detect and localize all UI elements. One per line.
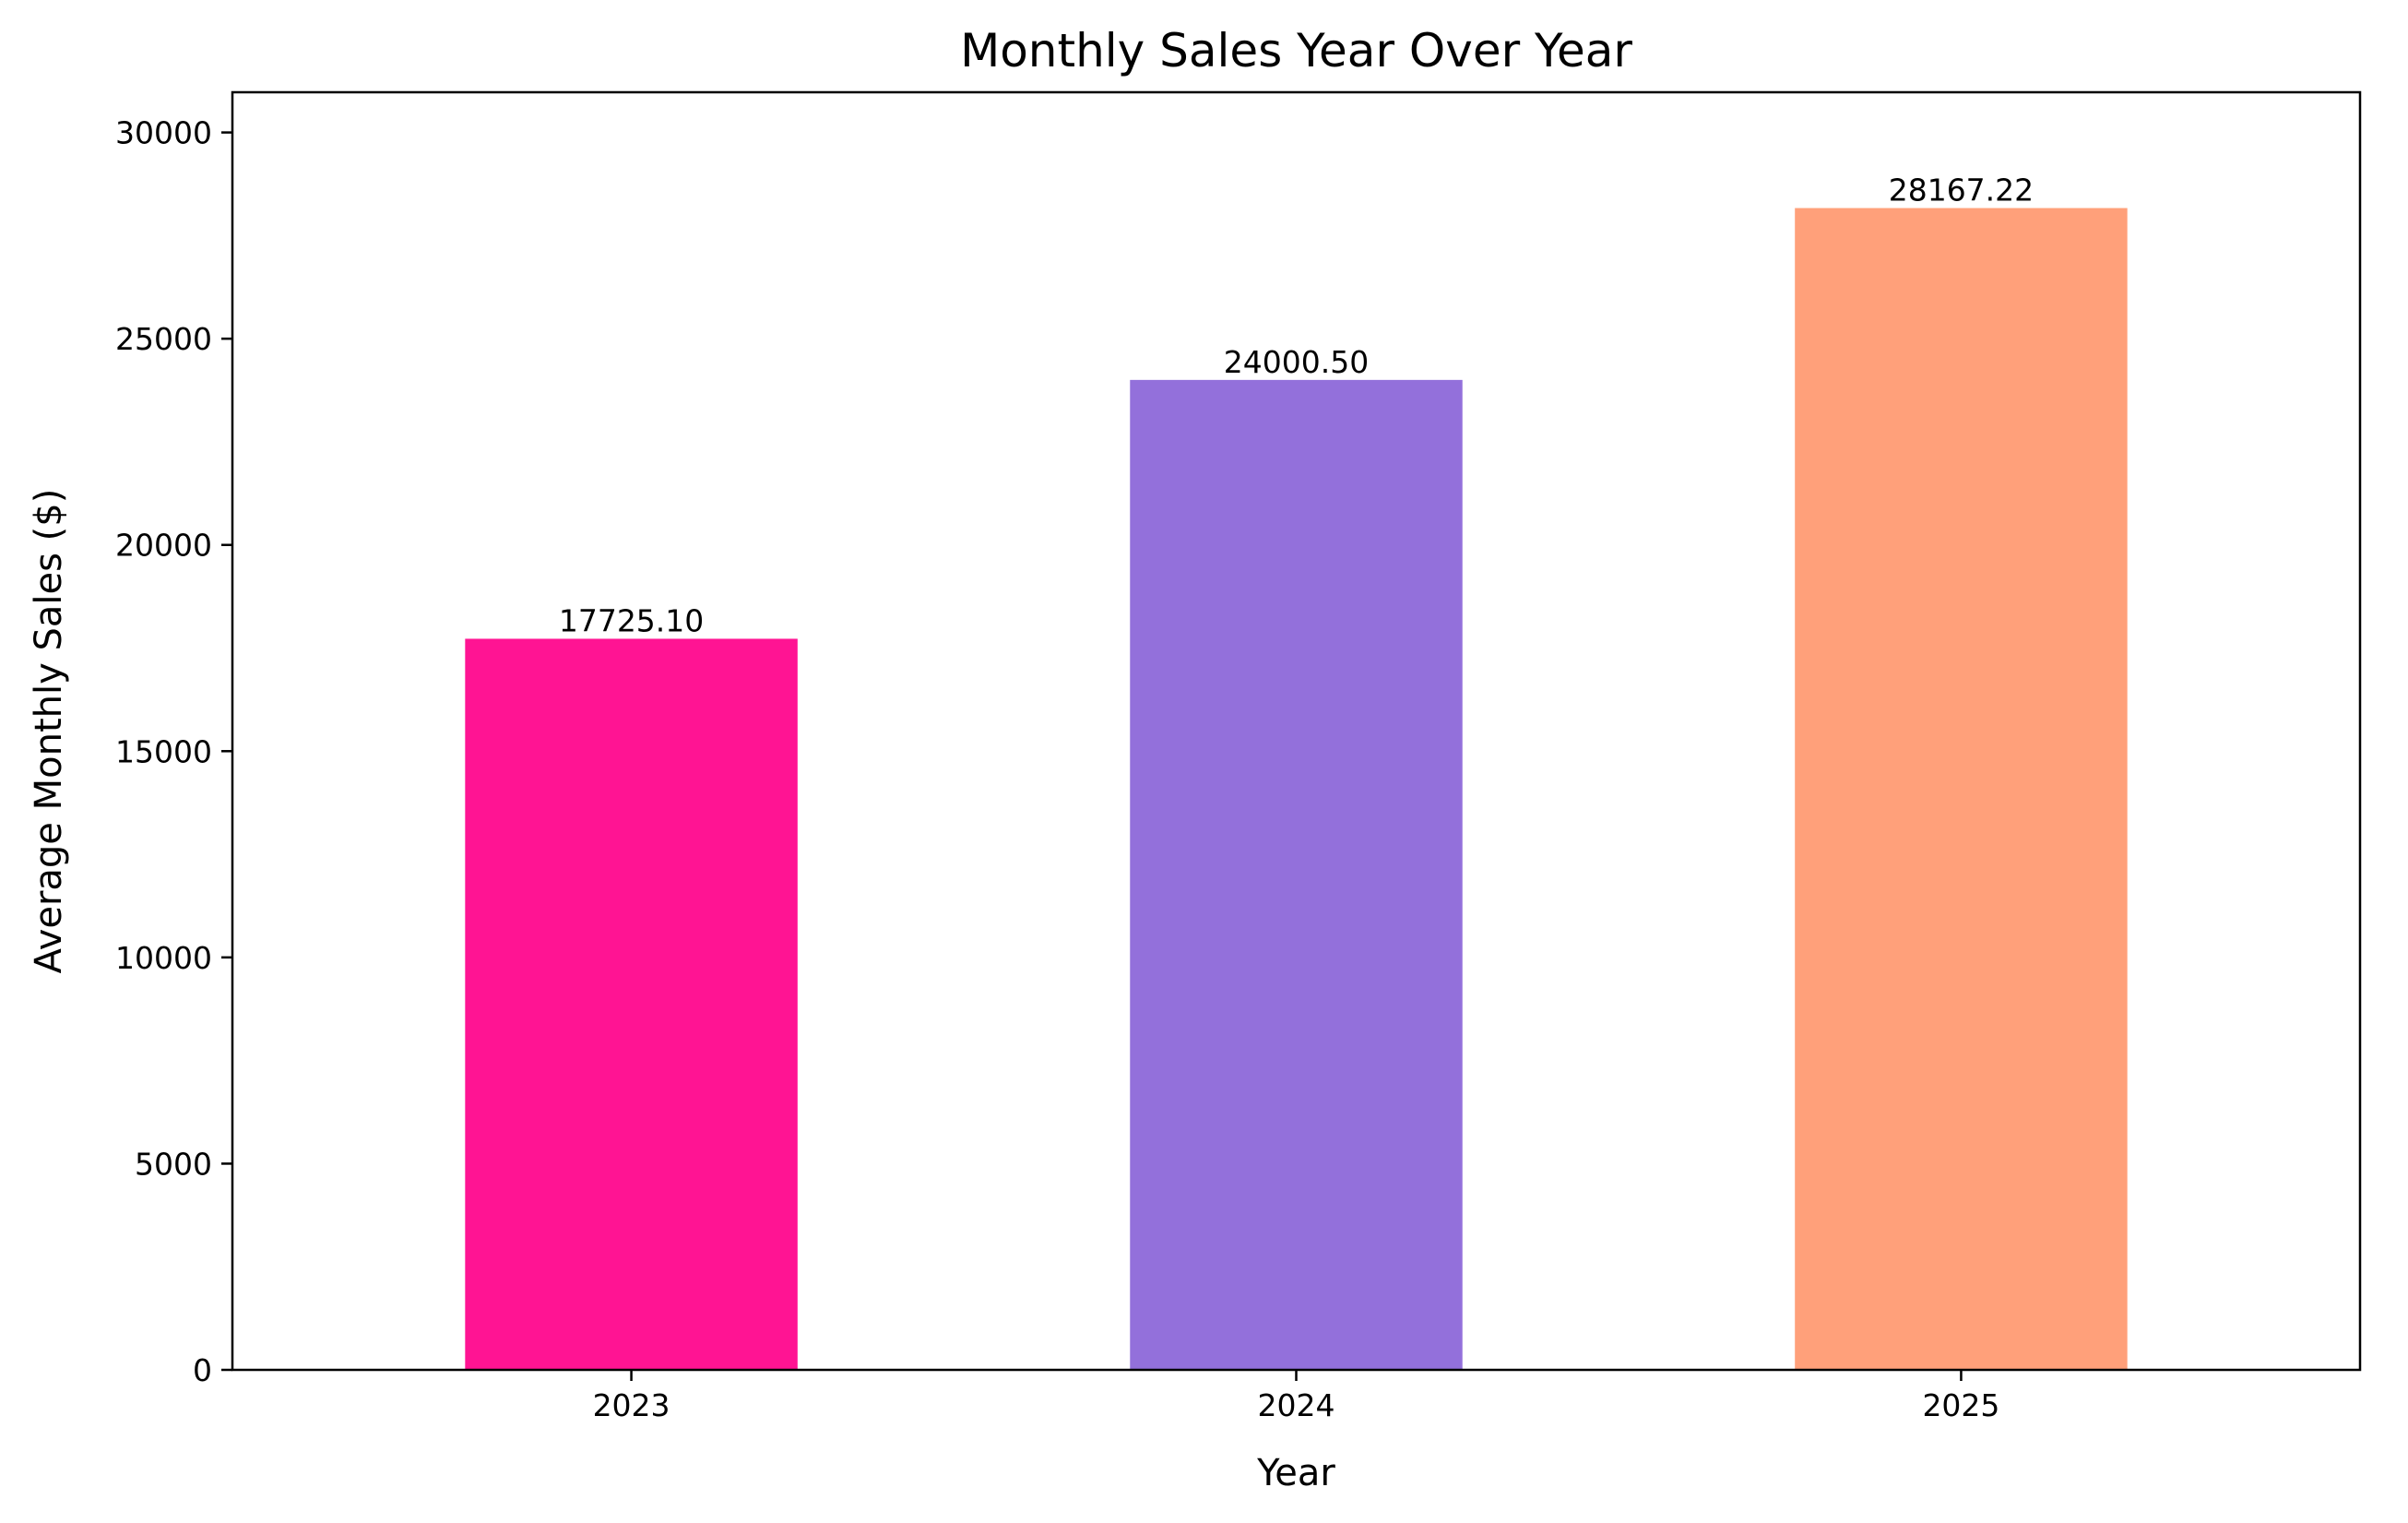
bar-2024 bbox=[1130, 379, 1463, 1371]
data-label-2024: 24000.50 bbox=[1224, 344, 1369, 380]
bar-2023 bbox=[465, 638, 798, 1370]
bars-layer bbox=[465, 208, 2128, 1371]
y-tick-label: 5000 bbox=[135, 1146, 212, 1182]
y-tick-label: 0 bbox=[193, 1352, 212, 1388]
x-axis: 2023 2024 2025 bbox=[593, 1370, 1999, 1423]
data-labels-layer: 17725.10 24000.50 28167.22 bbox=[559, 173, 2034, 639]
data-label-2025: 28167.22 bbox=[1889, 173, 2034, 208]
x-axis-label: Year bbox=[1256, 1452, 1335, 1494]
x-tick-label: 2024 bbox=[1258, 1387, 1335, 1423]
y-tick-label: 25000 bbox=[115, 321, 212, 357]
x-tick-label: 2023 bbox=[593, 1387, 670, 1423]
data-label-2023: 17725.10 bbox=[559, 602, 704, 638]
y-tick-label: 20000 bbox=[115, 528, 212, 564]
y-tick-label: 10000 bbox=[115, 940, 212, 976]
bar-2025 bbox=[1795, 208, 2128, 1370]
x-tick-label: 2025 bbox=[1922, 1387, 1999, 1423]
chart-title: Monthly Sales Year Over Year bbox=[960, 24, 1632, 77]
y-tick-label: 15000 bbox=[115, 733, 212, 769]
y-axis-label: Average Monthly Sales ($) bbox=[28, 489, 70, 974]
y-axis: 0 5000 10000 15000 20000 25000 30000 bbox=[115, 115, 232, 1388]
y-tick-label: 30000 bbox=[115, 115, 212, 151]
